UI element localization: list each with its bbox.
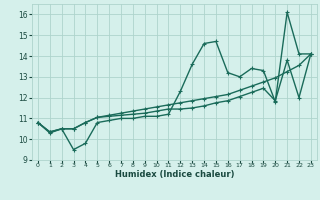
- X-axis label: Humidex (Indice chaleur): Humidex (Indice chaleur): [115, 170, 234, 179]
